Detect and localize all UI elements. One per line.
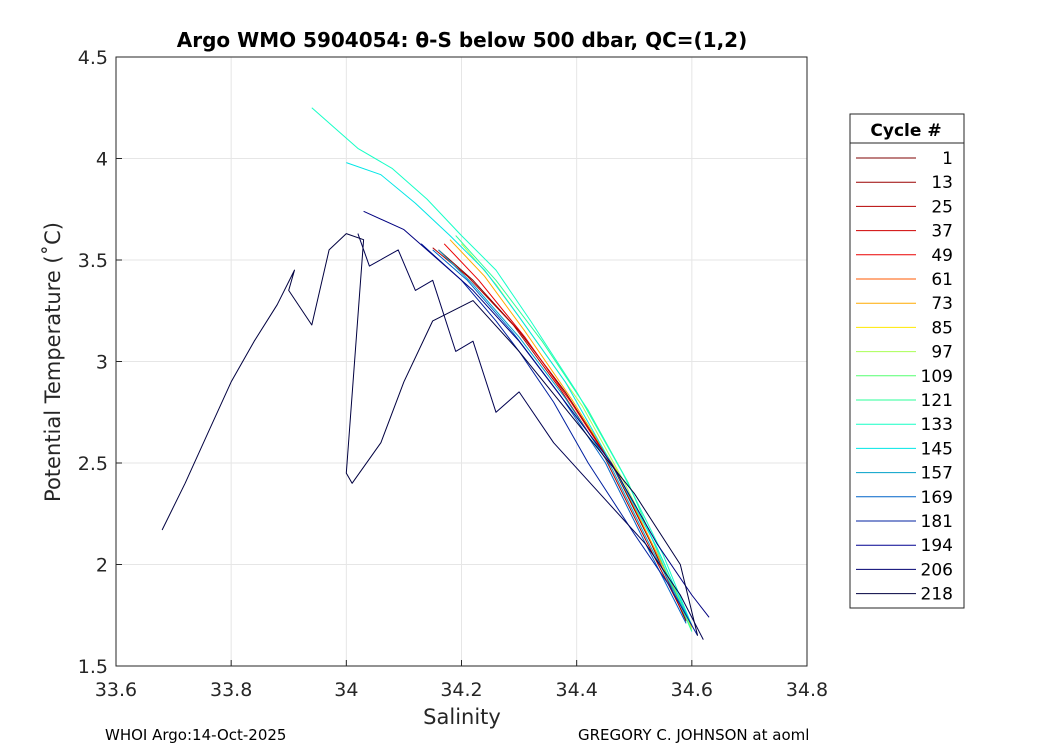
series-line-cycle-25 bbox=[432, 247, 687, 620]
series-line-cycle-121 bbox=[455, 235, 693, 632]
legend-entry-label: 85 bbox=[931, 318, 953, 338]
legend-box bbox=[849, 113, 965, 609]
y-tick-label: 2 bbox=[96, 555, 108, 577]
legend-entry-label: 157 bbox=[921, 464, 953, 484]
x-axis-label: Salinity bbox=[423, 705, 501, 729]
series-line-cycle-181 bbox=[420, 243, 699, 636]
legend-entry-label: 97 bbox=[931, 343, 953, 363]
legend-entry-label: 206 bbox=[921, 560, 953, 580]
legend-entry-label: 194 bbox=[921, 536, 953, 556]
x-tick-label: 33.8 bbox=[210, 679, 252, 701]
legend-entry-label: 13 bbox=[931, 173, 953, 193]
legend-entry-label: 109 bbox=[921, 367, 953, 387]
chart-title: Argo WMO 5904054: θ-S below 500 dbar, QC… bbox=[177, 28, 747, 52]
series-line-cycle-157 bbox=[438, 249, 693, 626]
series-line-cycle-133 bbox=[311, 107, 693, 626]
y-tick-label: 2.5 bbox=[78, 453, 108, 475]
footer-left: WHOI Argo:14-Oct-2025 bbox=[105, 726, 286, 744]
y-tick-label: 3.5 bbox=[78, 250, 108, 272]
series-line-cycle-1 bbox=[438, 249, 687, 622]
legend-title: Cycle # bbox=[870, 121, 941, 141]
footer-right: GREGORY C. JOHNSON at aoml bbox=[578, 726, 809, 744]
legend-entry-label: 61 bbox=[931, 270, 953, 290]
legend-entry-label: 1 bbox=[942, 149, 953, 169]
series-line-cycle-218 bbox=[161, 233, 699, 636]
y-tick-label: 1.5 bbox=[78, 656, 108, 678]
legend-entry-label: 73 bbox=[931, 294, 953, 314]
x-tick-label: 34.2 bbox=[440, 679, 482, 701]
x-tick-label: 33.6 bbox=[95, 679, 137, 701]
legend-entry-label: 133 bbox=[921, 415, 953, 435]
series-line-cycle-73 bbox=[449, 239, 693, 628]
series-line-cycle-194 bbox=[363, 210, 710, 618]
legend-entry-label: 169 bbox=[921, 488, 953, 508]
x-tick-label: 34.8 bbox=[786, 679, 828, 701]
y-tick-label: 3 bbox=[96, 352, 108, 374]
series-line-cycle-145 bbox=[346, 162, 693, 626]
x-tick-label: 34 bbox=[334, 679, 358, 701]
legend-entry-label: 25 bbox=[931, 197, 953, 217]
legend-entry-label: 181 bbox=[921, 512, 953, 532]
series-layer bbox=[161, 107, 710, 640]
legend-entry-label: 145 bbox=[921, 439, 953, 459]
legend: Cycle # 1 13 25 37 49 61 73 85 97 109 121 133 145 157… bbox=[849, 113, 965, 609]
y-tick-label: 4.5 bbox=[78, 47, 108, 69]
legend-entry-label: 218 bbox=[921, 585, 953, 605]
legend-entry-label: 121 bbox=[921, 391, 953, 411]
x-tick-label: 34.6 bbox=[671, 679, 713, 701]
axis-ticks: 33.6 33.8 34 34.2 34.4 34.6 34.8 1.5 2 2.5 3 3.5 4 4.… bbox=[78, 47, 828, 701]
legend-entry-label: 37 bbox=[931, 222, 953, 242]
y-axis-label: Potential Temperature (˚C) bbox=[41, 222, 65, 502]
y-tick-label: 4 bbox=[96, 149, 108, 171]
series-line-cycle-206 bbox=[357, 233, 704, 640]
legend-entry-label: 49 bbox=[931, 246, 953, 266]
x-tick-label: 34.4 bbox=[556, 679, 598, 701]
